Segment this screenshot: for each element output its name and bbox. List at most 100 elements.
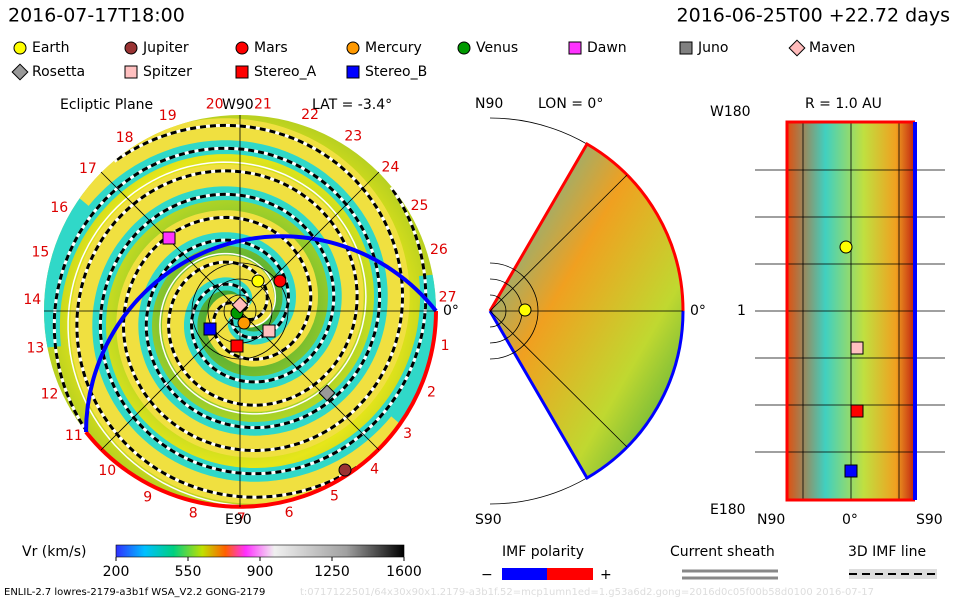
- rotation-label: 6: [285, 505, 294, 521]
- rotation-label: 22: [301, 107, 319, 123]
- marker: [273, 274, 287, 288]
- w90: W90: [222, 97, 254, 113]
- legend-label: Dawn: [587, 40, 627, 56]
- radius: R = 1.0 AU: [805, 96, 882, 112]
- footer: ENLIL-2.7 lowres-2179-a3b1f WSA_V2.2 GON…: [4, 587, 265, 598]
- imf-title: IMF polarity: [502, 544, 584, 560]
- legend-label: Maven: [809, 40, 855, 56]
- markers: [162, 231, 864, 478]
- n90: N90: [757, 512, 785, 528]
- edge-red: [84, 310, 438, 509]
- lon: LON = 0°: [538, 96, 603, 112]
- marker: [11, 63, 29, 81]
- marker: [679, 41, 693, 55]
- marker: [839, 240, 853, 254]
- edge-blue: [84, 234, 438, 433]
- rotation-label: 12: [41, 386, 59, 402]
- legend-label: Mercury: [365, 40, 422, 56]
- colorbar-tick-label: 200: [103, 564, 130, 580]
- legend-label: Juno: [697, 40, 728, 56]
- legend-label: Stereo_B: [365, 64, 427, 80]
- marker: [346, 65, 360, 79]
- time: 2016-07-17T18:00: [8, 5, 185, 27]
- legend-label: Jupiter: [142, 40, 189, 56]
- marker: [230, 339, 244, 353]
- rotation-label: 21: [254, 96, 272, 112]
- e180: E180: [710, 502, 746, 518]
- legend: Earth Jupiter Mars Mercury Venus Dawn Juno Mave…: [11, 39, 855, 81]
- rotation-label: 27: [439, 290, 457, 306]
- colorbar-tick-label: 900: [247, 564, 274, 580]
- colorbar: [115, 544, 405, 558]
- rotation-label: 18: [116, 130, 134, 146]
- legend-label: Venus: [476, 40, 518, 56]
- rotation-label: 3: [403, 426, 412, 442]
- marker: [162, 231, 176, 245]
- colorbar-ticks: 200 550 900 1250 1600: [103, 557, 422, 580]
- marker: [346, 41, 360, 55]
- rotation-label: 16: [50, 200, 68, 216]
- rotation-label: 13: [26, 340, 44, 356]
- colorbar-label: Vr (km/s): [22, 544, 86, 560]
- rotation-label: 1: [441, 338, 450, 354]
- plus: +: [600, 567, 612, 583]
- s90: S90: [916, 512, 943, 528]
- rotation-label: 11: [65, 428, 83, 444]
- rotation-label: 7: [237, 511, 246, 527]
- zero: 0°: [443, 303, 459, 319]
- marker: [13, 41, 27, 55]
- legend-label: Mars: [254, 40, 288, 56]
- minus: −: [481, 567, 493, 583]
- rotation-label: 9: [143, 489, 152, 505]
- marker: [568, 41, 582, 55]
- colorbar-tick-label: 1600: [386, 564, 422, 580]
- rotation-label: 26: [430, 242, 448, 258]
- spiral: [113, 123, 405, 453]
- marker: [235, 65, 249, 79]
- marker: [318, 384, 336, 402]
- marker: [338, 463, 352, 477]
- wedge-blue: [488, 310, 685, 481]
- marker: [850, 341, 864, 355]
- legend-label: Stereo_A: [254, 64, 317, 80]
- marker: [788, 39, 806, 57]
- marker: [231, 296, 249, 314]
- run: 2016-06-25T00 +22.72 days: [677, 5, 950, 27]
- marker: [251, 274, 265, 288]
- w180: W180: [710, 104, 751, 120]
- colorbar-tick-label: 550: [175, 564, 202, 580]
- spiral: [75, 169, 361, 499]
- rotation-label: 17: [79, 161, 97, 177]
- legend-label: Spitzer: [143, 64, 192, 80]
- wedge-red: [488, 141, 685, 312]
- rotation-label: 8: [189, 506, 198, 522]
- colorbar-tick-label: 1250: [314, 564, 350, 580]
- marker: [518, 303, 532, 317]
- marker: [124, 65, 138, 79]
- rotation-label: 10: [98, 463, 116, 479]
- marker: [203, 322, 217, 336]
- imf-line-title: 3D IMF line: [848, 544, 926, 560]
- zero: 0°: [690, 303, 706, 319]
- lat: LAT = -3.4°: [312, 97, 392, 113]
- n90: N90: [475, 96, 503, 112]
- legend-label: Rosetta: [32, 64, 85, 80]
- sheath-title: Current sheath: [670, 544, 775, 560]
- panel-title: Ecliptic Plane: [60, 97, 153, 113]
- s90: S90: [475, 512, 502, 528]
- rotation-label: 14: [23, 292, 41, 308]
- marker: [850, 404, 864, 418]
- rotation-label: 4: [370, 462, 379, 478]
- rotation-label: 15: [31, 245, 49, 261]
- imf-negative: [502, 568, 547, 580]
- marker: [235, 41, 249, 55]
- spiral: [67, 161, 367, 507]
- zero: 0°: [842, 512, 858, 528]
- rotation-labels: 20 21222324252627123456789101112131415161…: [23, 96, 456, 527]
- footer-faint: t:0717122501/64x30x90x1.2179-a3b1f.52=mc…: [300, 587, 874, 598]
- imf-positive: [547, 568, 593, 580]
- rotation-label: 23: [344, 129, 362, 145]
- rotation-label: 20: [206, 97, 224, 113]
